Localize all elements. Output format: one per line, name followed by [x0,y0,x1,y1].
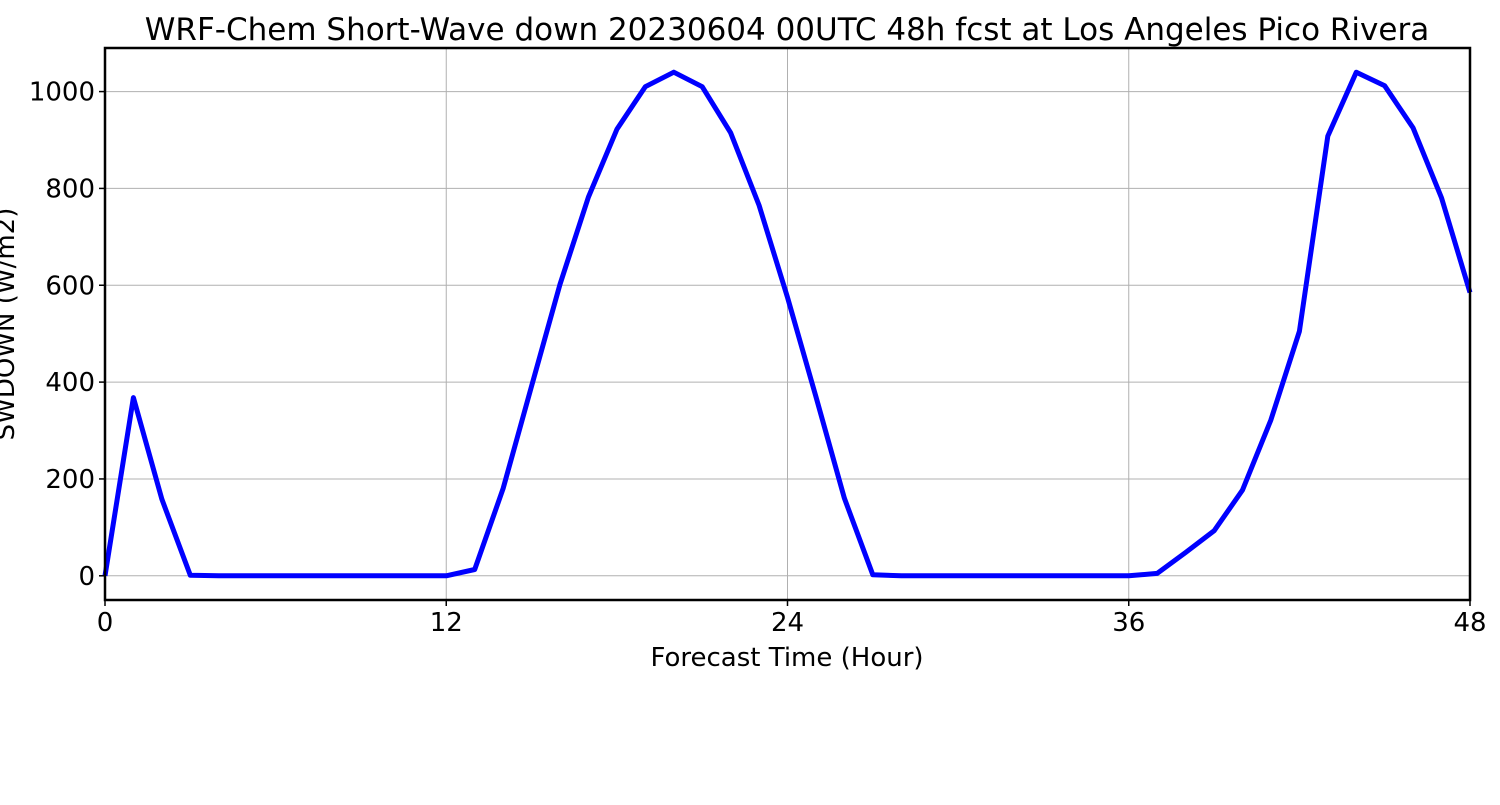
y-tick-label: 0 [78,562,95,592]
y-tick-label: 600 [45,271,95,301]
series-line [102,69,1473,579]
y-tick-label: 1000 [29,78,95,108]
y-tick-label: 800 [45,174,95,204]
series-layer [102,69,1473,579]
x-tick-label: 48 [1453,608,1486,638]
x-tick-label: 24 [771,608,804,638]
x-tick-label: 36 [1112,608,1145,638]
y-axis-label: SWDOWN (W/m2) [0,208,21,441]
y-tick-label: 400 [45,368,95,398]
x-tick-label: 12 [430,608,463,638]
grid-lines [104,48,1471,600]
chart-title: WRF-Chem Short-Wave down 20230604 00UTC … [145,12,1429,48]
x-axis-label: Forecast Time (Hour) [650,643,923,673]
x-tick-label: 0 [97,608,114,638]
y-tick-label: 200 [45,465,95,495]
axis-ticks: 0 12 24 36 48 0 200 400 600 800 1000 [29,78,1487,638]
